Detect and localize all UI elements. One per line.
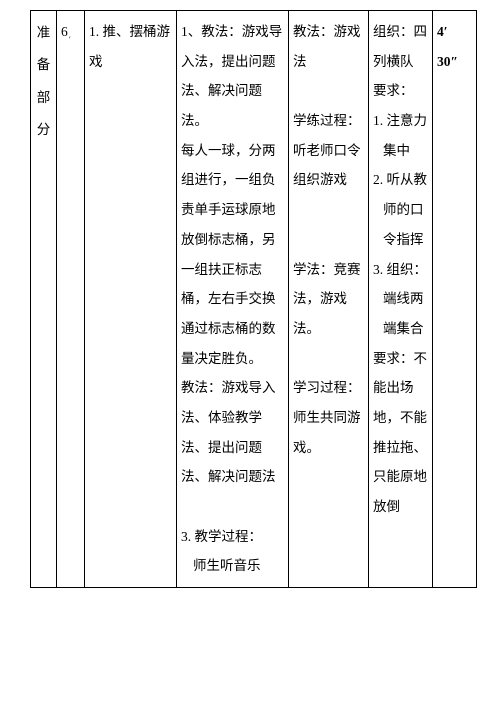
table-row: 准备部分 6 ′ 1. 推、摆桶游戏 1、教法：游戏导入法，提出问题法、解决问题… xyxy=(31,11,477,588)
lesson-plan-table: 准备部分 6 ′ 1. 推、摆桶游戏 1、教法：游戏导入法，提出问题法、解决问题… xyxy=(30,10,477,588)
org-para-3: 要求：不能出场地，不能推拉拖、只能原地放倒 xyxy=(373,344,428,522)
organization-cell: 组织：四列横队 要求： 1. 注意力集中 2. 听从教师的口令指挥 3. 组织：… xyxy=(369,11,433,588)
method-para-4: 3. 教学过程： xyxy=(181,522,284,552)
org-item-2: 2. 听从教师的口令指挥 xyxy=(373,165,428,254)
learning-method-cell: 教法：游戏法 学练过程：听老师口令组织游戏 学法：竞赛法，游戏法。 学习过程：师… xyxy=(289,11,369,588)
org-para-1: 组织：四列横队 xyxy=(373,17,428,76)
section-label-cell: 准备部分 xyxy=(31,11,57,588)
duration-sec: 30″ xyxy=(437,47,472,77)
method-para-1: 1、教法：游戏导入法，提出问题法、解决问题法。 xyxy=(181,17,284,136)
org-item-1: 1. 注意力集中 xyxy=(373,106,428,165)
method-para-3: 教法：游戏导入法、体验教学法、提出问题法、解决问题法 xyxy=(181,373,284,492)
learn-para-2: 学练过程：听老师口令组织游戏 xyxy=(293,106,364,195)
teaching-method-cell: 1、教法：游戏导入法，提出问题法、解决问题法。 每人一球，分两组进行，一组负责单… xyxy=(177,11,289,588)
tick-mark: ′ xyxy=(69,31,71,49)
learn-para-4: 学习过程：师生共同游戏。 xyxy=(293,373,364,462)
section-label: 准备部分 xyxy=(35,17,52,147)
learn-para-1: 教法：游戏法 xyxy=(293,17,364,76)
method-para-2: 每人一球，分两组进行，一组负责单手运球原地放倒标志桶，另一组扶正标志桶，左右手交… xyxy=(181,136,284,374)
time-cell: 6 ′ xyxy=(57,11,85,588)
org-para-2: 要求： xyxy=(373,76,428,106)
activity-cell: 1. 推、摆桶游戏 xyxy=(85,11,177,588)
duration-min: 4′ xyxy=(437,17,472,47)
org-item-3: 3. 组织：端线两端集合 xyxy=(373,255,428,344)
activity-item: 1. 推、摆桶游戏 xyxy=(89,17,172,76)
method-para-5: 师生听音乐 xyxy=(181,551,284,581)
duration-cell: 4′ 30″ xyxy=(433,11,477,588)
learn-para-3: 学法：竞赛法，游戏法。 xyxy=(293,255,364,344)
